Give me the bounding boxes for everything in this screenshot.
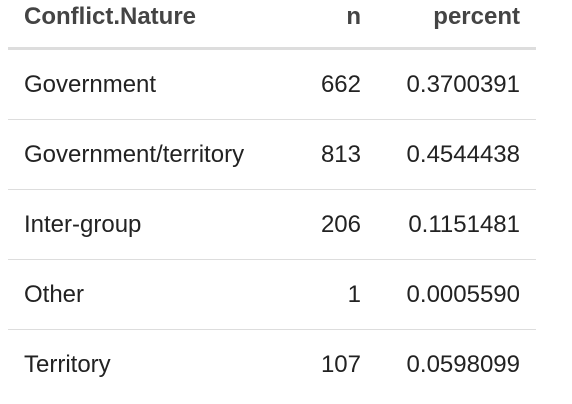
table-cell: 813 xyxy=(290,119,370,190)
table-cell: 0.0005590 xyxy=(370,259,536,330)
table-cell: 1 xyxy=(290,259,370,330)
table-row: Government/territory 813 0.4544438 xyxy=(8,119,536,190)
table-cell: 107 xyxy=(320,350,361,378)
data-table: Conflict.Nature n percent Government 662 0… xyxy=(8,0,536,399)
table-header: Conflict.Nature n percent xyxy=(8,0,536,50)
table-cell: Inter-group xyxy=(8,189,290,260)
table-cell: 0.4544438 xyxy=(370,119,536,190)
table-cell: 0.3700391 xyxy=(370,48,536,120)
header-row: Conflict.Nature n percent xyxy=(8,0,536,50)
table-body: Government 662 0.3700391 Government/territo… xyxy=(8,48,536,400)
table-cell: 206 xyxy=(290,189,370,260)
table-cell: Government xyxy=(8,48,290,120)
table-row: Inter-group 206 0.1151481 xyxy=(8,189,536,260)
table-cell: Territory xyxy=(24,350,111,378)
header-cell: Conflict.Nature xyxy=(8,0,290,50)
table-cell: 0.1151481 xyxy=(370,189,536,260)
table-cell: 0.0598099 xyxy=(406,350,520,378)
header-cell: percent xyxy=(370,0,536,50)
header-cell: n xyxy=(290,0,370,50)
table-row: Other 1 0.0005590 xyxy=(8,259,536,330)
table-row: Government 662 0.3700391 xyxy=(8,48,536,120)
table-row: Territory 107 0.0598099 xyxy=(8,330,536,400)
table-cell: 662 xyxy=(290,48,370,120)
table-cell: Government/territory xyxy=(8,119,290,190)
table-cell: Other xyxy=(8,259,290,330)
